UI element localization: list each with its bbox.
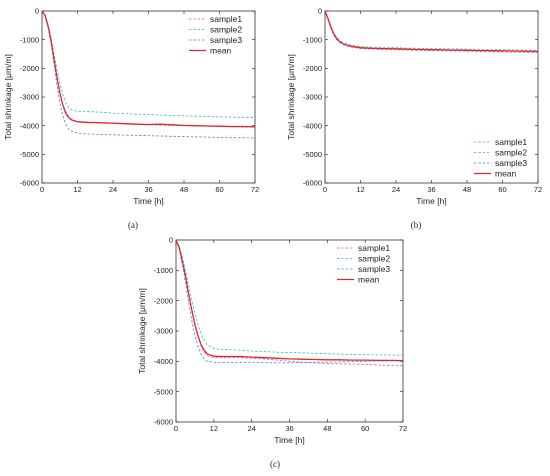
x-tick-label: 48 [463,185,471,194]
legend-label-sample2: sample2 [210,25,242,35]
chart-panel-0: 0 12 24 36 48 60 72 0 -1000 -2000 -3000 -4000 -5000 -… [3,7,259,230]
x-tick-label: 12 [73,185,81,194]
x-tick-label: 72 [534,185,542,194]
series-line-sample2 [42,11,255,118]
y-tick-label: -2000 [154,296,173,305]
legend-label-sample3: sample3 [358,264,390,274]
series-line-mean [42,11,255,128]
legend-label-sample1: sample1 [358,243,390,253]
y-tick-label: -6000 [154,418,173,427]
y-tick-label: -5000 [303,150,322,159]
x-tick-label: 0 [40,185,44,194]
legend-label-sample3: sample3 [495,158,527,168]
panel-label: (b) [411,220,422,230]
y-tick-label: -2000 [303,64,322,73]
x-tick-label: 24 [392,185,400,194]
y-tick-label: -4000 [303,121,322,130]
legend-label-mean: mean [495,169,517,179]
y-tick-label: -4000 [154,357,173,366]
x-tick-label: 24 [247,424,255,433]
x-axis-label: Time [h] [416,196,446,206]
x-tick-label: 72 [251,185,259,194]
series-line-sample2 [325,11,538,51]
series-line-sample1 [176,240,403,367]
x-axis-label: Time [h] [274,435,304,445]
x-tick-label: 48 [180,185,188,194]
x-tick-label: 12 [356,185,364,194]
x-tick-label: 0 [174,424,178,433]
y-axis-label: Total shrinkage [μm/m] [286,54,296,140]
series-line-sample2 [176,240,403,356]
panel-label: (c) [270,459,280,469]
series-line-sample1 [325,11,538,53]
y-tick-label: -4000 [20,121,39,130]
y-tick-label: 0 [169,236,173,245]
y-tick-label: -5000 [20,150,39,159]
legend-label-mean: mean [358,275,380,285]
x-tick-label: 72 [399,424,407,433]
x-tick-label: 36 [144,185,152,194]
series-line-sample3 [176,240,403,364]
legend-label-sample2: sample2 [495,148,527,158]
legend-label-sample1: sample1 [210,14,242,24]
y-tick-label: -6000 [303,179,322,188]
x-tick-label: 60 [361,424,369,433]
y-tick-label: -3000 [154,327,173,336]
panel-label: (a) [128,220,138,230]
legend-label-mean: mean [210,46,232,56]
x-tick-label: 36 [285,424,293,433]
series-line-sample3 [325,11,538,52]
y-axis-label: Total shrinkage [μm/m] [3,54,13,140]
y-tick-label: 0 [318,7,322,16]
legend-label-sample3: sample3 [210,35,242,45]
chart-panel-1: 0 12 24 36 48 60 72 0 -1000 -2000 -3000 -4000 -5000 -… [286,7,542,230]
x-tick-label: 12 [210,424,218,433]
series-line-mean [176,240,403,362]
legend-label-sample1: sample1 [495,137,527,147]
y-tick-label: -3000 [303,93,322,102]
y-tick-label: -1000 [303,35,322,44]
x-tick-label: 0 [323,185,327,194]
x-axis-label: Time [h] [133,196,163,206]
y-axis-label: Total shrinkage [μm/m] [137,288,147,374]
x-tick-label: 36 [427,185,435,194]
y-tick-label: 0 [35,7,39,16]
x-tick-label: 48 [323,424,331,433]
x-tick-label: 24 [109,185,117,194]
y-tick-label: -2000 [20,64,39,73]
y-tick-label: -5000 [154,387,173,396]
y-tick-label: -1000 [20,35,39,44]
legend-label-sample2: sample2 [358,254,390,264]
y-tick-label: -3000 [20,93,39,102]
x-tick-label: 60 [498,185,506,194]
series-line-mean [325,11,538,53]
chart-panel-2: 0 12 24 36 48 60 72 0 -1000 -2000 -3000 -4000 -5000 -… [137,236,407,469]
y-tick-label: -6000 [20,179,39,188]
y-tick-label: -1000 [154,266,173,275]
series-line-sample3 [42,11,255,139]
x-tick-label: 60 [215,185,223,194]
